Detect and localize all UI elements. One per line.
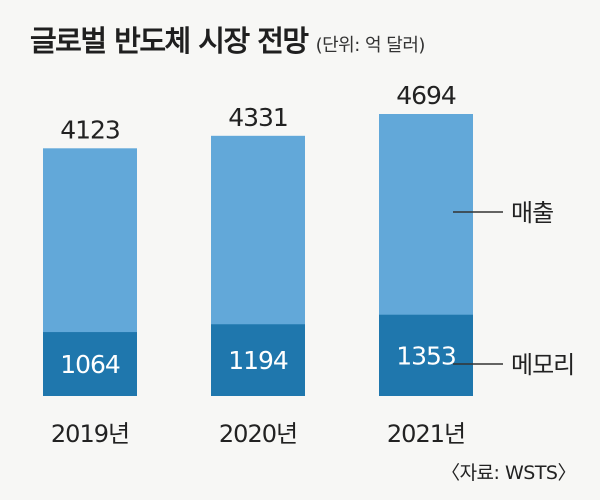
chart-title: 글로벌 반도체 시장 전망 [30, 24, 309, 58]
source-note: 〈자료: WSTS〉 [441, 462, 576, 484]
value-label-total-2: 4331 [228, 103, 288, 132]
bar-memory-1 [43, 332, 137, 396]
value-label-total-1: 4123 [60, 115, 120, 144]
x-tick-label-2: 2020년 [219, 420, 297, 448]
bar-memory-2 [211, 324, 305, 396]
title-row: 글로벌 반도체 시장 전망 (단위: 억 달러) [30, 18, 425, 60]
unit-label: (단위: 억 달러) [315, 35, 426, 56]
x-tick-label-1: 2019년 [51, 420, 129, 448]
x-tick-label-3: 2021년 [387, 420, 465, 448]
value-label-total-3: 4694 [396, 81, 456, 110]
value-label-memory-3: 1353 [396, 341, 456, 370]
legend-label-total: 매출 [511, 199, 553, 227]
value-label-memory-1: 1064 [60, 350, 120, 379]
value-label-memory-2: 1194 [228, 346, 288, 375]
bar-memory-3 [379, 314, 473, 396]
legend-label-memory: 메모리 [511, 351, 574, 379]
